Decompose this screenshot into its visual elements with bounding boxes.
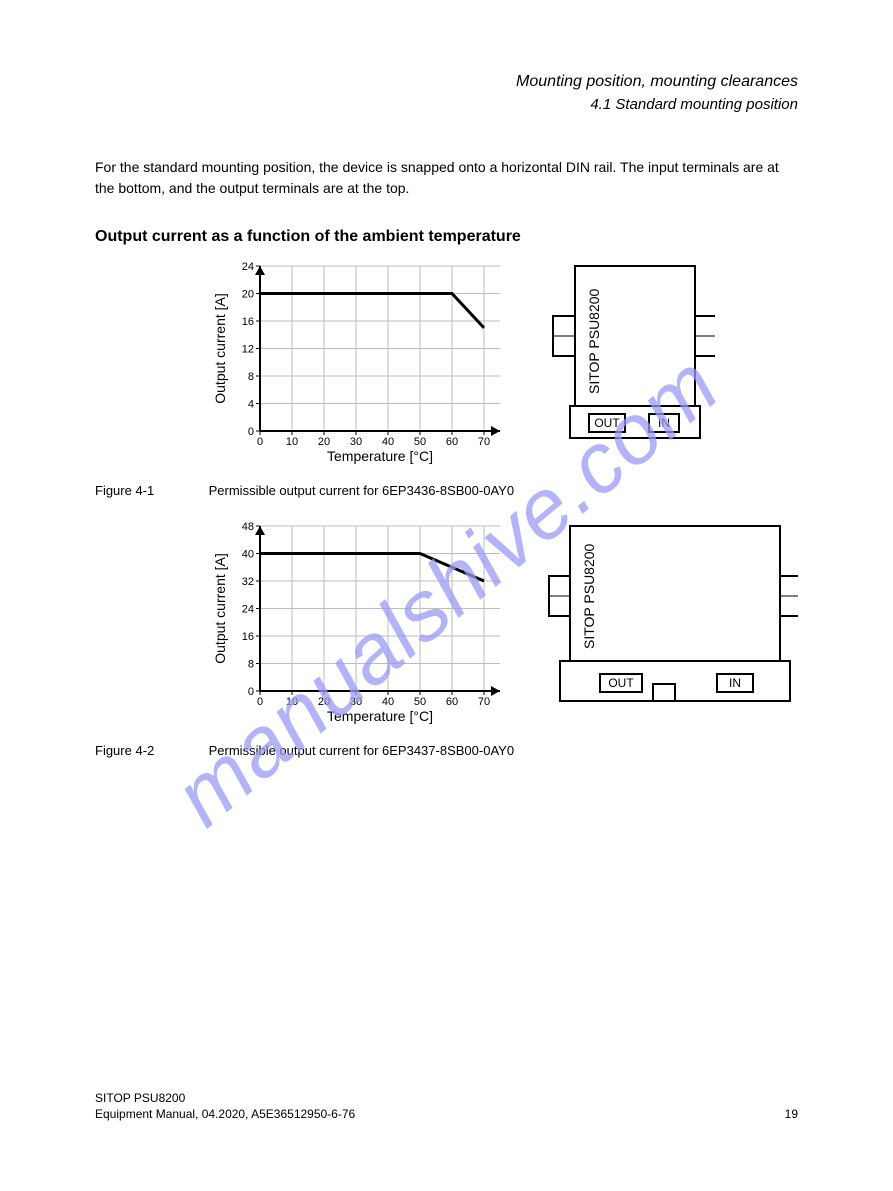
svg-text:70: 70 bbox=[478, 436, 490, 448]
svg-text:24: 24 bbox=[242, 261, 254, 273]
svg-text:IN: IN bbox=[729, 676, 741, 690]
svg-text:0: 0 bbox=[248, 426, 254, 438]
chart-1-svg: 0 10 20 30 40 50 60 70 0 4 8 12 16 20 24 Temperature [°… bbox=[205, 256, 515, 469]
svg-text:16: 16 bbox=[242, 631, 254, 643]
svg-text:IN: IN bbox=[658, 416, 670, 430]
svg-text:SITOP PSU8200: SITOP PSU8200 bbox=[586, 288, 602, 394]
figure-4-1-text: Permissible output current for 6EP3436-8… bbox=[209, 483, 514, 498]
chart-1: 0 10 20 30 40 50 60 70 0 4 8 12 16 20 24 Temperature [°… bbox=[205, 256, 515, 469]
svg-text:16: 16 bbox=[242, 316, 254, 328]
svg-text:0: 0 bbox=[248, 686, 254, 698]
svg-text:Temperature [°C]: Temperature [°C] bbox=[327, 448, 433, 464]
figure-4-2-number: Figure 4-2 bbox=[95, 743, 205, 758]
svg-text:0: 0 bbox=[257, 436, 263, 448]
svg-text:60: 60 bbox=[446, 696, 458, 708]
section-label: Mounting position, mounting clearances bbox=[95, 70, 798, 94]
footer: SITOP PSU8200 Equipment Manual, 04.2020,… bbox=[95, 1091, 798, 1121]
svg-text:0: 0 bbox=[257, 696, 263, 708]
svg-text:60: 60 bbox=[446, 436, 458, 448]
intro-paragraph: For the standard mounting position, the … bbox=[95, 157, 798, 200]
figure-4-2-text: Permissible output current for 6EP3437-8… bbox=[209, 743, 514, 758]
svg-text:8: 8 bbox=[248, 371, 254, 383]
header: Mounting position, mounting clearances 4… bbox=[95, 70, 798, 117]
page-content: Mounting position, mounting clearances 4… bbox=[95, 70, 798, 1121]
svg-text:40: 40 bbox=[242, 548, 254, 560]
svg-text:50: 50 bbox=[414, 696, 426, 708]
svg-text:Output current [A]: Output current [A] bbox=[212, 553, 228, 664]
svg-text:24: 24 bbox=[242, 603, 254, 615]
svg-text:OUT: OUT bbox=[608, 676, 634, 690]
svg-text:32: 32 bbox=[242, 576, 254, 588]
svg-text:40: 40 bbox=[382, 436, 394, 448]
svg-text:20: 20 bbox=[318, 696, 330, 708]
subsection-label: 4.1 Standard mounting position bbox=[95, 94, 798, 117]
figure-4-1-number: Figure 4-1 bbox=[95, 483, 205, 498]
device-1-svg: SITOP PSU8200 OUT IN bbox=[545, 256, 715, 451]
svg-text:30: 30 bbox=[350, 436, 362, 448]
figure-4-1-caption: Figure 4-1 Permissible output current fo… bbox=[95, 483, 798, 498]
svg-text:10: 10 bbox=[286, 436, 298, 448]
chart-2: 0 10 20 30 40 50 60 70 0 8 16 24 32 40 48 Temperature [… bbox=[205, 516, 515, 729]
svg-text:10: 10 bbox=[286, 696, 298, 708]
svg-text:OUT: OUT bbox=[594, 416, 620, 430]
figure-4-2-caption: Figure 4-2 Permissible output current fo… bbox=[95, 743, 798, 758]
footer-page-number: 19 bbox=[785, 1107, 798, 1121]
svg-text:Temperature [°C]: Temperature [°C] bbox=[327, 708, 433, 724]
svg-text:Output current [A]: Output current [A] bbox=[212, 293, 228, 404]
svg-text:20: 20 bbox=[318, 436, 330, 448]
svg-text:12: 12 bbox=[242, 343, 254, 355]
svg-text:4: 4 bbox=[248, 398, 254, 410]
svg-text:40: 40 bbox=[382, 696, 394, 708]
svg-text:8: 8 bbox=[248, 658, 254, 670]
footer-product: SITOP PSU8200 bbox=[95, 1091, 798, 1105]
device-2-svg: SITOP PSU8200 OUT IN bbox=[545, 516, 798, 711]
svg-text:48: 48 bbox=[242, 521, 254, 533]
figure-4-2: 0 10 20 30 40 50 60 70 0 8 16 24 32 40 48 Temperature [… bbox=[205, 516, 798, 729]
figure-4-1: 0 10 20 30 40 50 60 70 0 4 8 12 16 20 24 Temperature [°… bbox=[205, 256, 798, 469]
footer-doc: Equipment Manual, 04.2020, A5E36512950-6… bbox=[95, 1107, 355, 1121]
subheading: Output current as a function of the ambi… bbox=[95, 228, 798, 246]
svg-text:30: 30 bbox=[350, 696, 362, 708]
svg-text:20: 20 bbox=[242, 288, 254, 300]
svg-text:70: 70 bbox=[478, 696, 490, 708]
svg-text:50: 50 bbox=[414, 436, 426, 448]
svg-text:SITOP PSU8200: SITOP PSU8200 bbox=[581, 543, 597, 649]
chart-2-svg: 0 10 20 30 40 50 60 70 0 8 16 24 32 40 48 Temperature [… bbox=[205, 516, 515, 729]
